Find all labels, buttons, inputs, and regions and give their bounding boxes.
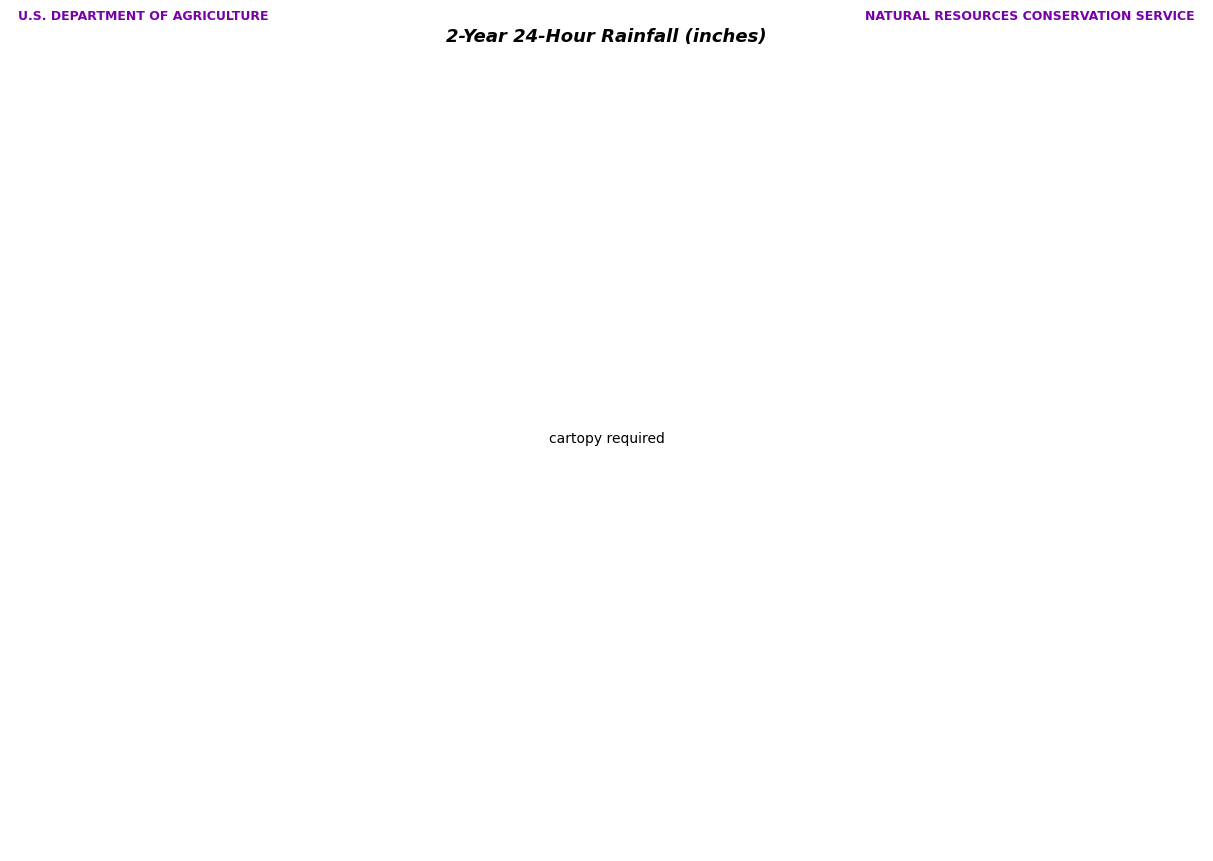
Text: cartopy required: cartopy required (548, 432, 665, 446)
Text: U.S. DEPARTMENT OF AGRICULTURE: U.S. DEPARTMENT OF AGRICULTURE (18, 10, 269, 23)
Text: NATURAL RESOURCES CONSERVATION SERVICE: NATURAL RESOURCES CONSERVATION SERVICE (865, 10, 1195, 23)
Text: 2-Year 24-Hour Rainfall (inches): 2-Year 24-Hour Rainfall (inches) (446, 28, 767, 46)
